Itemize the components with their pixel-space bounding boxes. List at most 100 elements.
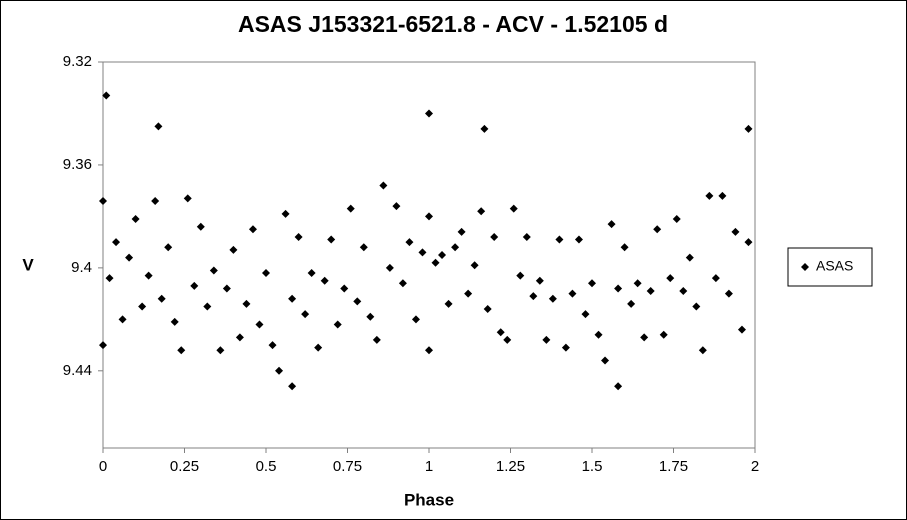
data-point <box>672 214 681 223</box>
data-point <box>555 235 564 244</box>
data-point <box>496 328 505 337</box>
data-point <box>744 124 753 133</box>
data-point <box>561 343 570 352</box>
data-point <box>144 271 153 280</box>
data-point <box>581 310 590 319</box>
data-point <box>529 292 538 301</box>
data-point <box>666 274 675 283</box>
data-point <box>451 243 460 252</box>
x-tick-label: 1.75 <box>659 458 688 475</box>
data-point <box>333 320 342 329</box>
data-point <box>327 235 336 244</box>
data-point <box>601 356 610 365</box>
data-point <box>372 335 381 344</box>
data-point <box>183 194 192 203</box>
plot-area <box>102 61 756 449</box>
data-point <box>392 202 401 211</box>
x-tick-label: 0 <box>99 458 107 475</box>
data-point <box>522 232 531 241</box>
data-point <box>588 279 596 288</box>
data-point <box>398 279 407 288</box>
data-point <box>594 330 603 339</box>
data-point <box>346 204 355 213</box>
chart-title: ASAS J153321-6521.8 - ACV - 1.52105 d <box>238 11 668 37</box>
data-point <box>444 299 453 308</box>
data-point <box>457 227 466 236</box>
data-point <box>196 222 205 231</box>
data-point <box>102 91 111 100</box>
data-point <box>418 248 427 257</box>
data-point <box>99 196 107 205</box>
data-point <box>222 284 231 293</box>
x-tick-label: 0.75 <box>333 458 362 475</box>
data-point <box>359 243 368 252</box>
y-tick-label: 9.44 <box>63 362 92 379</box>
data-point <box>614 284 623 293</box>
data-point <box>340 284 349 293</box>
data-point <box>679 287 688 296</box>
x-tick-label: 1 <box>425 458 433 475</box>
data-point <box>568 289 577 298</box>
data-point <box>268 341 277 350</box>
data-point <box>294 232 303 241</box>
data-point <box>242 299 251 308</box>
data-point <box>633 279 642 288</box>
data-point <box>685 253 694 262</box>
data-point <box>307 269 316 278</box>
data-point <box>229 245 238 254</box>
data-point <box>203 302 212 311</box>
data-point <box>288 382 297 391</box>
data-point <box>698 346 707 355</box>
data-point <box>425 212 433 221</box>
data-point <box>154 122 163 131</box>
data-point <box>288 294 297 303</box>
data-point <box>366 312 375 321</box>
data-point <box>411 315 420 324</box>
data-point <box>470 261 479 270</box>
data-point <box>516 271 525 280</box>
x-tick-label: 0.25 <box>170 458 199 475</box>
data-point <box>480 124 489 133</box>
data-point <box>385 263 394 272</box>
x-tick-label: 1.5 <box>582 458 603 475</box>
data-point <box>731 227 740 236</box>
data-point <box>131 214 140 223</box>
data-point <box>653 225 662 234</box>
data-point <box>164 243 173 252</box>
legend-label: ASAS <box>816 258 853 274</box>
data-point <box>125 253 134 262</box>
data-point <box>640 333 649 342</box>
data-point <box>614 382 623 391</box>
data-point <box>177 346 186 355</box>
data-point <box>718 191 727 200</box>
data-point <box>255 320 264 329</box>
data-point <box>248 225 257 234</box>
data-point <box>659 330 668 339</box>
data-point <box>190 281 199 290</box>
data-point <box>464 289 473 298</box>
y-tick-label: 9.4 <box>71 259 92 276</box>
data-point <box>627 299 636 308</box>
data-point <box>490 232 499 241</box>
data-point <box>737 325 746 334</box>
data-point <box>275 366 284 375</box>
x-tick-label: 1.25 <box>496 458 525 475</box>
x-tick-label: 2 <box>751 458 759 475</box>
data-point <box>170 317 179 326</box>
data-point <box>379 181 388 190</box>
data-point <box>711 274 720 283</box>
data-point <box>620 243 629 252</box>
y-tick-label: 9.32 <box>63 53 92 70</box>
data-point <box>438 251 447 259</box>
data-point <box>542 335 551 344</box>
data-point <box>405 238 414 247</box>
data-point <box>477 207 486 216</box>
data-point <box>692 302 701 311</box>
data-point <box>548 294 557 303</box>
data-point <box>535 276 544 285</box>
data-point <box>646 287 655 296</box>
data-point <box>724 289 733 298</box>
data-point <box>483 305 492 314</box>
data-point <box>281 209 290 218</box>
